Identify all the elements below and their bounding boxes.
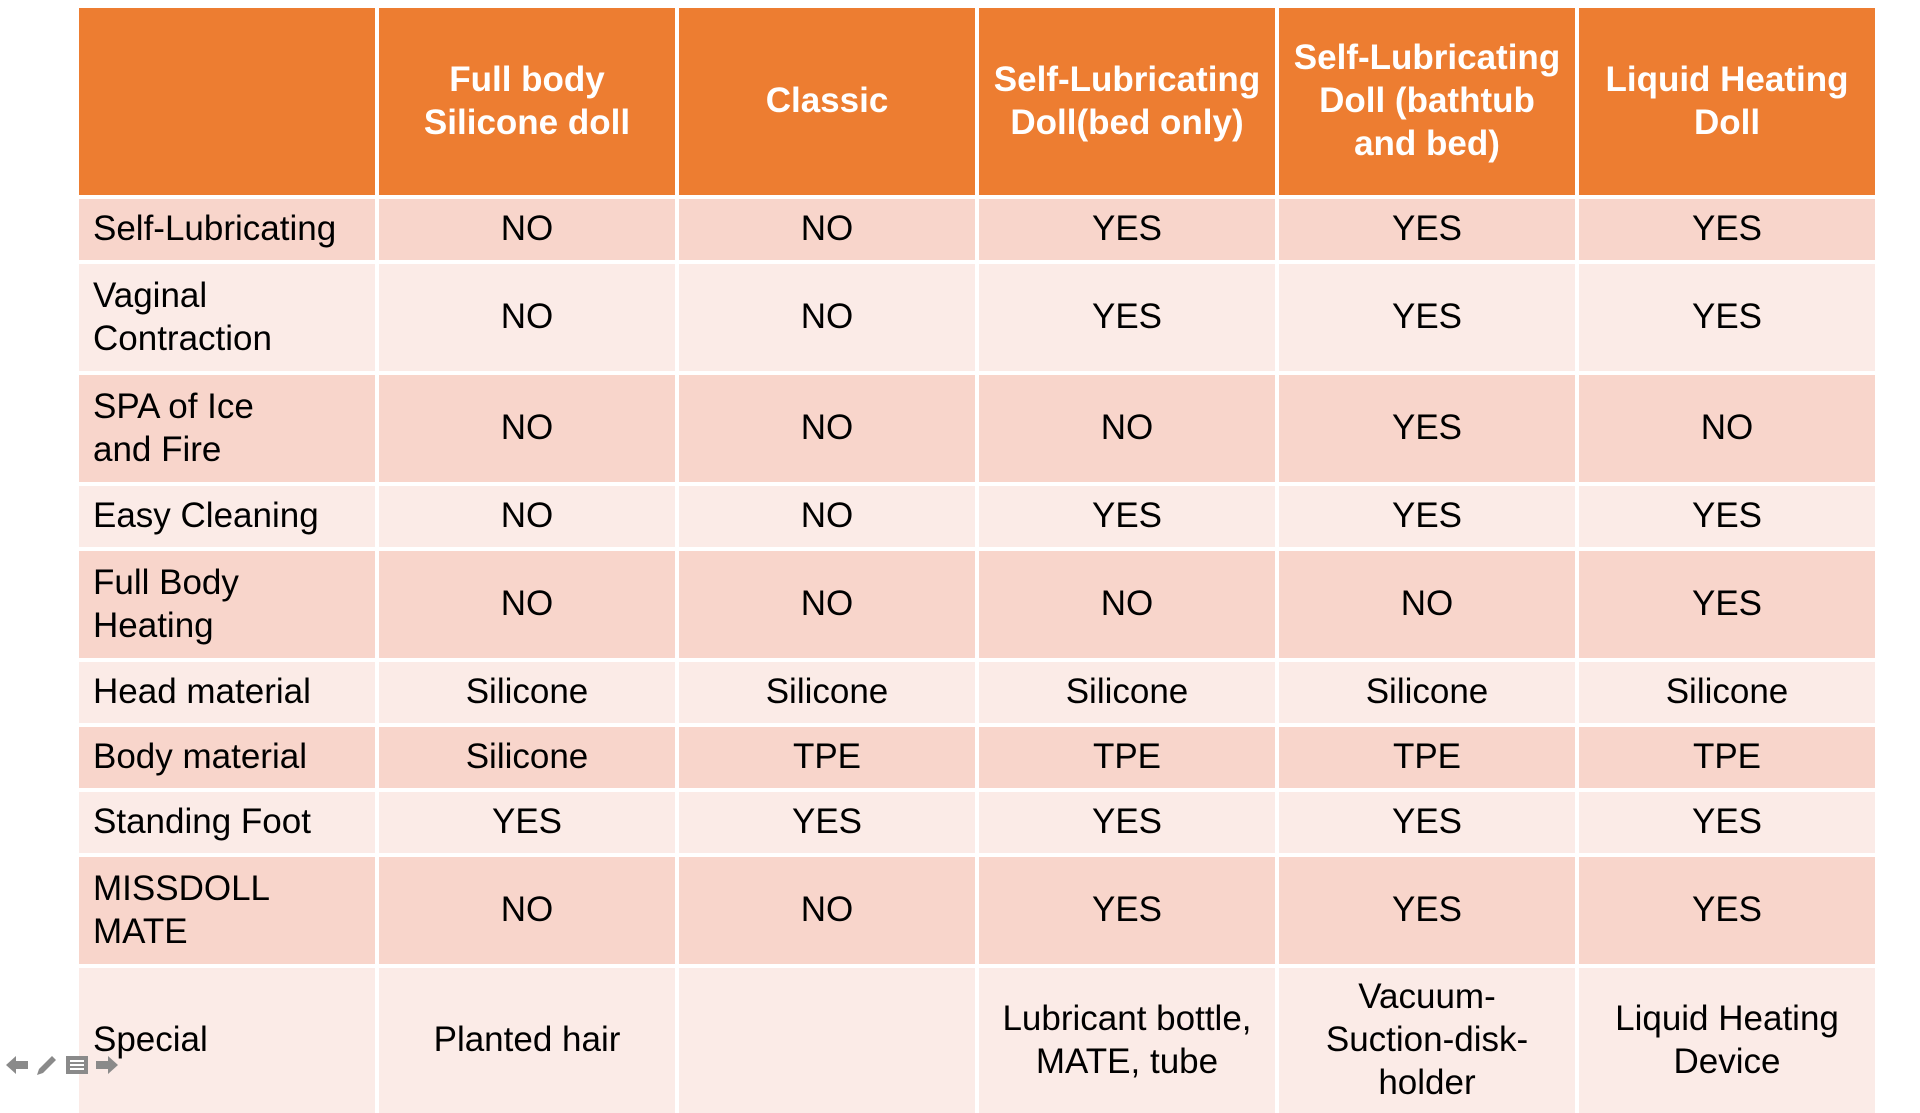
table-cell: Silicone — [979, 662, 1275, 723]
table-cell: TPE — [679, 727, 975, 788]
table-cell: NO — [1579, 375, 1875, 482]
header-cell-empty — [79, 8, 375, 195]
table-cell: Planted hair — [379, 968, 675, 1113]
table-cell: YES — [1579, 486, 1875, 547]
table-cell: YES — [979, 199, 1275, 260]
table-cell: YES — [1279, 792, 1575, 853]
table-cell: TPE — [979, 727, 1275, 788]
row-label: Standing Foot — [79, 792, 375, 853]
table-cell: NO — [679, 486, 975, 547]
row-label: Self-Lubricating — [79, 199, 375, 260]
table-cell: NO — [379, 199, 675, 260]
header-self-lubricating-bathtub: Self-Lubricating Doll (bathtub and bed) — [1279, 8, 1575, 195]
header-self-lubricating-bed: Self-Lubricating Doll(bed only) — [979, 8, 1275, 195]
table-cell: NO — [679, 264, 975, 371]
table-cell: NO — [679, 375, 975, 482]
table-cell: NO — [379, 857, 675, 964]
arrow-right-icon[interactable] — [94, 1054, 120, 1081]
table-cell: TPE — [1279, 727, 1575, 788]
table-cell: YES — [1279, 199, 1575, 260]
row-label: Special — [79, 968, 375, 1113]
table-cell: NO — [379, 486, 675, 547]
table-cell: YES — [1579, 551, 1875, 658]
table-cell: TPE — [1579, 727, 1875, 788]
menu-icon[interactable] — [64, 1054, 90, 1081]
table-cell: Liquid Heating Device — [1579, 968, 1875, 1113]
row-label: SPA of Ice and Fire — [79, 375, 375, 482]
table-cell: Silicone — [379, 662, 675, 723]
table-cell: YES — [379, 792, 675, 853]
pencil-icon[interactable] — [34, 1052, 60, 1083]
table-cell: NO — [379, 551, 675, 658]
table-cell: YES — [679, 792, 975, 853]
table-cell: NO — [1279, 551, 1575, 658]
table-cell: YES — [1279, 486, 1575, 547]
comparison-table: Full body Silicone doll Classic Self-Lub… — [79, 8, 1875, 1113]
table-cell: NO — [379, 264, 675, 371]
table-cell: NO — [979, 375, 1275, 482]
table-cell: YES — [979, 264, 1275, 371]
table-cell: Silicone — [1279, 662, 1575, 723]
table-cell: Silicone — [679, 662, 975, 723]
table-cell: NO — [679, 199, 975, 260]
table-cell: NO — [679, 857, 975, 964]
row-label: Easy Cleaning — [79, 486, 375, 547]
row-label: Head material — [79, 662, 375, 723]
row-label: Full Body Heating — [79, 551, 375, 658]
table-cell: NO — [679, 551, 975, 658]
table-cell: Vacuum-Suction-disk-holder — [1279, 968, 1575, 1113]
table-cell: YES — [1279, 264, 1575, 371]
table-cell: YES — [979, 857, 1275, 964]
table-cell: Lubricant bottle, MATE, tube — [979, 968, 1275, 1113]
table-cell: NO — [979, 551, 1275, 658]
row-label: Body material — [79, 727, 375, 788]
table-cell: YES — [1579, 199, 1875, 260]
table-cell: Silicone — [379, 727, 675, 788]
table-cell: Silicone — [1579, 662, 1875, 723]
table-cell: YES — [1579, 264, 1875, 371]
table-cell: NO — [379, 375, 675, 482]
arrow-left-icon[interactable] — [4, 1054, 30, 1081]
row-label: Vaginal Contraction — [79, 264, 375, 371]
table-cell: YES — [1579, 857, 1875, 964]
slide-nav-toolbar — [4, 1052, 120, 1083]
header-full-body-silicone: Full body Silicone doll — [379, 8, 675, 195]
table-cell — [679, 968, 975, 1113]
table-cell: YES — [1579, 792, 1875, 853]
header-liquid-heating: Liquid Heating Doll — [1579, 8, 1875, 195]
table-cell: YES — [1279, 857, 1575, 964]
table-cell: YES — [979, 792, 1275, 853]
header-classic: Classic — [679, 8, 975, 195]
table-cell: YES — [979, 486, 1275, 547]
table-cell: YES — [1279, 375, 1575, 482]
row-label: MISSDOLL MATE — [79, 857, 375, 964]
